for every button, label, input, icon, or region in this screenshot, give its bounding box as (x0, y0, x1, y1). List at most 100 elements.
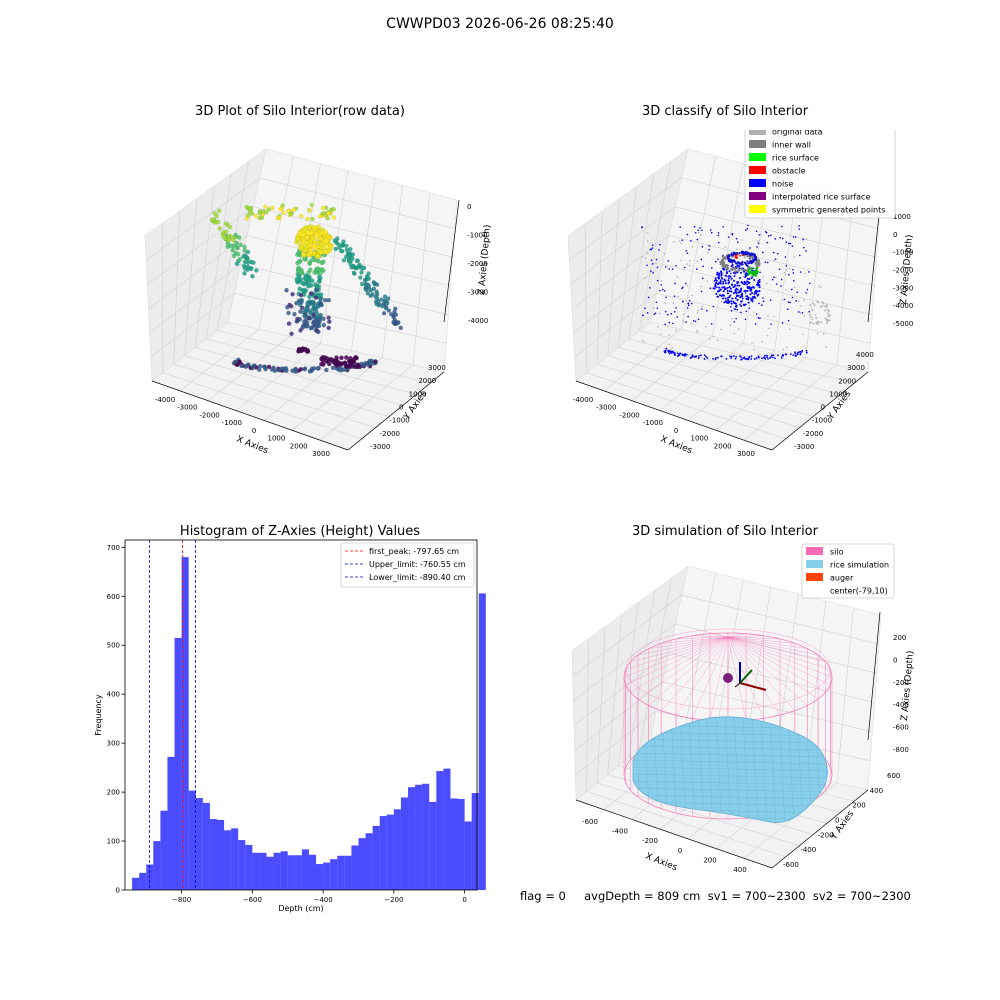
panel2-z-tick: -5000 (893, 320, 913, 328)
panel4-auger (723, 662, 767, 691)
panel1-point-column (315, 266, 320, 272)
panel2-point-noise (673, 310, 676, 313)
panel2-point-noise (693, 355, 696, 358)
panel4-silo-roof-rib (648, 636, 729, 706)
panel4-xlabel: X Axies (644, 852, 679, 874)
panel1-point-scatter (304, 324, 310, 329)
panel4-legend-swatch (806, 547, 823, 555)
panel2-point-noise (755, 230, 758, 233)
panel2-point-noise (741, 260, 744, 263)
panel2-point-noise (745, 358, 748, 360)
panel4-silo-roof-rib (661, 636, 729, 711)
panel2-point-original (646, 252, 649, 255)
panel1-point-column (320, 268, 326, 273)
panel2-point-original (797, 300, 800, 302)
panel2-point-original (683, 321, 686, 323)
panel2-point-noise (770, 354, 773, 357)
panel2-point-noise (729, 287, 732, 290)
panel2-point-noise (717, 283, 720, 286)
panel1-point-scatter (314, 328, 320, 334)
panel2-point-noise (736, 261, 739, 264)
panel1-x-tick: -3000 (177, 404, 197, 412)
panel4-silo-roof-rib (727, 633, 747, 638)
panel2-point-original (720, 300, 723, 303)
panel1-point-wall (376, 303, 381, 308)
panel1-point-column (297, 286, 303, 292)
panel2-point-noise (706, 357, 709, 359)
panel1-point-column (311, 306, 317, 312)
panel4-rice-mesh (742, 716, 750, 823)
panel1-title: 3D Plot of Silo Interior(row data) (195, 104, 405, 119)
panel2-point-noise (753, 296, 756, 299)
panel2-point-noise (738, 276, 741, 279)
panel4-silo-roof-rib (625, 636, 729, 670)
panel2-z-axis (867, 204, 881, 323)
panel2-point-noise (751, 296, 754, 299)
panel2-point-noise (749, 254, 752, 257)
panel1-point-scatter (288, 304, 294, 309)
panel2-legend-swatch (749, 140, 766, 148)
panel1-point-bottom (352, 356, 358, 361)
panel1-point-blob (307, 249, 314, 255)
panel2-point-noise (799, 353, 802, 356)
panel1-point-wall (242, 266, 248, 271)
panel1-point-wall (223, 229, 229, 234)
panel3-bar (337, 855, 345, 890)
panel2-point-noise (730, 302, 733, 305)
panel2-point-noise (755, 313, 758, 315)
panel2-point-noise (744, 262, 747, 265)
panel2-point-original (719, 284, 721, 286)
panel2-point-original (646, 231, 649, 234)
panel2-point-original (691, 294, 693, 297)
panel2-point-noise (719, 288, 722, 291)
panel3-bar (344, 855, 352, 890)
panel2-point-noise (775, 283, 778, 285)
panel2-point-noise (801, 312, 804, 314)
panel4-silo-wireframe (623, 628, 833, 820)
panel1-point-wall (395, 320, 400, 325)
panel2-point-wall (747, 254, 750, 257)
panel2-point-noise (774, 357, 776, 360)
panel2-point-noise (727, 257, 730, 260)
panel4-x-tick: 400 (733, 866, 746, 874)
panel3-bar (287, 855, 295, 890)
panel2-point-wall (751, 256, 754, 259)
panel2-point-noise (713, 287, 716, 290)
panel3-bar (323, 862, 331, 890)
panel2-point-noise (731, 263, 734, 266)
panel2-point-noise (730, 254, 733, 257)
panel2-point-original (800, 304, 802, 307)
panel1-point-bottom (298, 366, 304, 372)
panel3-bar (415, 784, 423, 890)
panel2-point-wall (726, 267, 729, 271)
panel2-point-obstacle (741, 254, 744, 257)
panel2-point-noise (721, 294, 724, 297)
panel2-point-original (783, 271, 785, 274)
panel1-point-rim (325, 216, 330, 221)
panel2-point-noise (709, 287, 712, 289)
panel1-point-rim (299, 214, 304, 219)
panel1-point-blob (305, 230, 311, 236)
panel1-point-rim (249, 211, 255, 216)
panel1-point-bottom (257, 363, 263, 369)
panel4-y-tick: 0 (835, 817, 839, 825)
panel2-point-noise (659, 243, 661, 246)
panel2-point-noise (808, 310, 811, 313)
panel1-point-wall (358, 275, 363, 280)
panel4-y-tick: 200 (852, 802, 865, 810)
panel2-point-noise (726, 272, 729, 275)
panel3-bar (478, 593, 486, 890)
panel4-rice-mesh (751, 716, 759, 823)
panel2-point-noise (745, 251, 748, 254)
panel4-silo-roof-rib (625, 636, 729, 685)
panel2-point-noise (747, 358, 750, 361)
panel1-point-wall (341, 239, 346, 244)
panel2-point-noise (664, 310, 667, 313)
panel1-y-tick: 3000 (428, 364, 446, 372)
panel2-point-noise (679, 352, 682, 355)
panel2-point-noise (801, 349, 804, 352)
panel2-point-noise (714, 358, 717, 361)
panel2-point-noise (739, 355, 741, 357)
panel2-point-noise (734, 297, 737, 300)
panel2-point-noise (686, 307, 689, 309)
